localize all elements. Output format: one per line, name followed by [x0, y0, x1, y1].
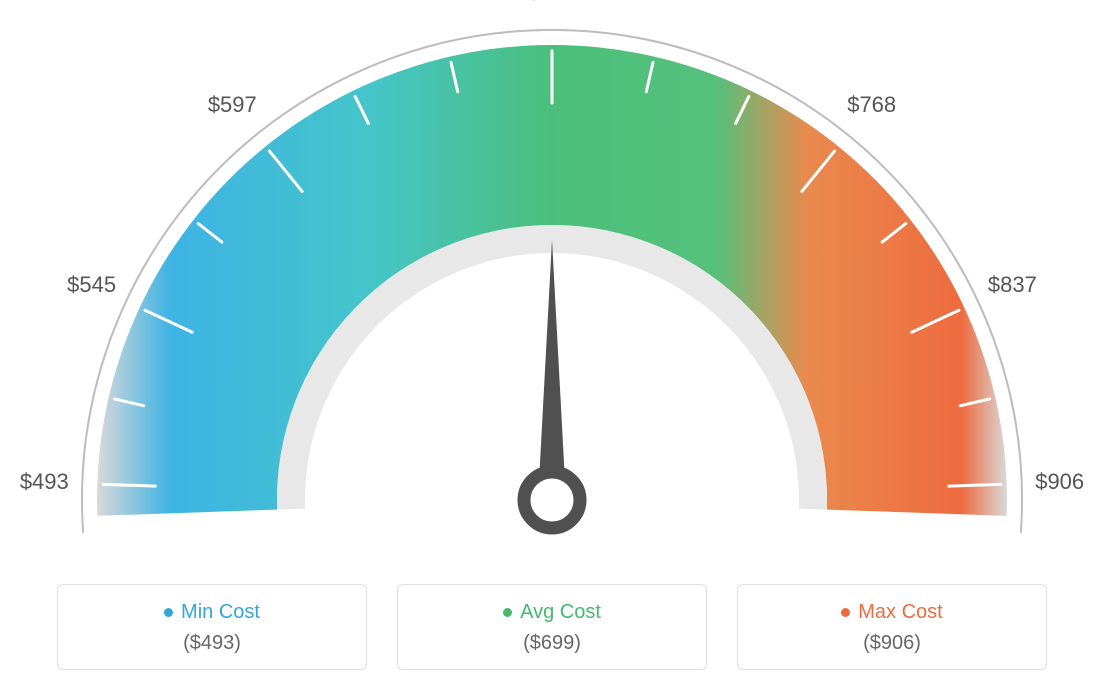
gauge-needle	[538, 240, 566, 500]
legend-label-row: Avg Cost	[398, 601, 706, 624]
legend-label: Avg Cost	[520, 601, 601, 624]
legend-dot-icon	[503, 608, 512, 617]
legend-value: ($906)	[738, 632, 1046, 655]
gauge-tick-label: $768	[847, 92, 896, 118]
legend-label: Min Cost	[181, 601, 260, 624]
gauge-tick-label: $493	[20, 469, 69, 495]
legend-value: ($493)	[58, 632, 366, 655]
gauge-tick-label: $906	[1035, 469, 1084, 495]
gauge-tick-label: $545	[67, 272, 116, 298]
gauge-hub	[524, 472, 580, 528]
gauge-tick-label: $597	[208, 92, 257, 118]
legend-label-row: Max Cost	[738, 601, 1046, 624]
legend-card: Min Cost ($493)	[57, 584, 367, 670]
gauge-tick-label: $699	[528, 0, 577, 5]
gauge-tick-label: $837	[988, 272, 1037, 298]
legend-card: Avg Cost ($699)	[397, 584, 707, 670]
legend-label: Max Cost	[858, 601, 942, 624]
legend-value: ($699)	[398, 632, 706, 655]
legend-dot-icon	[164, 608, 173, 617]
legend-card: Max Cost ($906)	[737, 584, 1047, 670]
gauge-svg	[0, 0, 1104, 560]
gauge-chart: $493 $545 $597 $699 $768 $837 $906	[0, 0, 1104, 560]
legend-row: Min Cost ($493) Avg Cost ($699) Max Cost ($90…	[0, 584, 1104, 670]
legend-dot-icon	[841, 608, 850, 617]
legend-label-row: Min Cost	[58, 601, 366, 624]
